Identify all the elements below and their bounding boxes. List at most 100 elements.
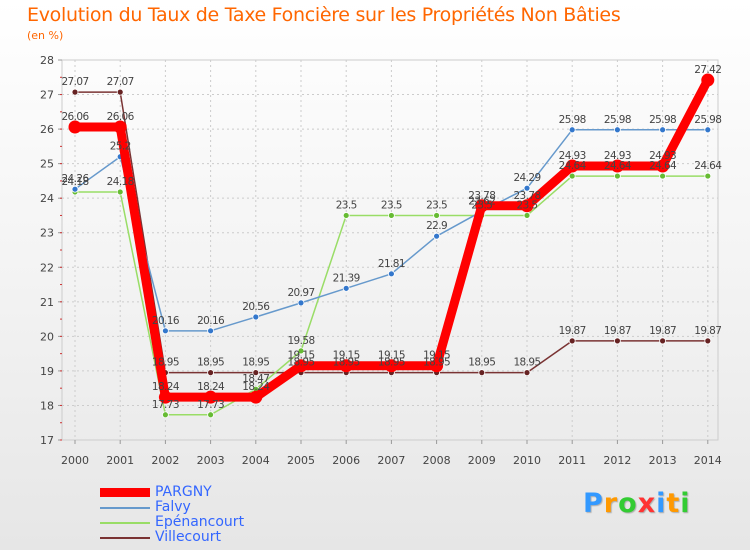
- data-point: [207, 369, 215, 377]
- data-point: [116, 188, 124, 196]
- data-label: 19.87: [559, 325, 586, 337]
- data-point: [158, 390, 172, 404]
- data-label: 23.5: [336, 199, 357, 211]
- logo-letter: x: [637, 488, 657, 519]
- logo-letter: i: [680, 488, 691, 519]
- data-point: [342, 284, 350, 292]
- chart-title: Evolution du Taux de Taxe Foncière sur l…: [27, 4, 621, 26]
- data-point: [384, 359, 398, 373]
- legend-swatch: [100, 522, 150, 524]
- data-point: [297, 347, 305, 355]
- x-tick-label: 2001: [106, 454, 134, 467]
- data-label: 20.16: [197, 315, 225, 327]
- data-label: 25.98: [604, 114, 631, 126]
- data-label: 18.95: [197, 357, 224, 369]
- legend-label: PARGNY: [155, 484, 212, 500]
- data-point: [252, 369, 260, 377]
- data-label: 24.64: [604, 160, 632, 172]
- data-point: [161, 411, 169, 419]
- data-point: [659, 337, 666, 345]
- data-point: [342, 212, 350, 219]
- x-tick-label: 2008: [423, 454, 451, 467]
- data-label: 18.95: [513, 357, 540, 369]
- data-point: [207, 327, 215, 335]
- data-point: [71, 88, 79, 96]
- logo-letter: r: [603, 488, 619, 519]
- data-label: 23.62: [468, 195, 495, 207]
- data-point: [565, 159, 579, 173]
- x-tick-label: 2003: [197, 454, 225, 467]
- data-point: [478, 369, 486, 377]
- data-label: 18.95: [468, 357, 495, 369]
- data-label: 19.87: [649, 325, 676, 337]
- data-label: 23.78: [468, 190, 495, 202]
- data-label: 24.29: [513, 172, 540, 184]
- data-point: [659, 172, 666, 180]
- data-label: 24.18: [107, 176, 134, 188]
- data-label: 26.06: [107, 111, 135, 123]
- logo-letter: i: [656, 488, 667, 519]
- data-point: [656, 159, 670, 173]
- x-tick-label: 2013: [649, 454, 677, 467]
- data-label: 18.95: [287, 357, 314, 369]
- data-label: 25.98: [694, 114, 721, 126]
- data-point: [161, 327, 169, 335]
- legend-swatch: [100, 537, 150, 539]
- data-point: [475, 199, 489, 213]
- data-label: 22.9: [426, 220, 447, 232]
- data-label: 24.26: [61, 173, 89, 185]
- logo-letter: t: [666, 488, 681, 519]
- logo-letter: P: [583, 488, 604, 519]
- data-label: 24.93: [559, 150, 586, 162]
- data-point: [701, 73, 715, 87]
- x-tick-label: 2002: [151, 454, 179, 467]
- data-point: [614, 126, 621, 134]
- data-point: [568, 126, 576, 134]
- data-point: [249, 390, 263, 404]
- data-label: 17.73: [197, 399, 224, 411]
- data-label: 20.16: [152, 315, 180, 327]
- data-label: 23.5: [471, 199, 492, 211]
- data-label: 23.5: [426, 199, 447, 211]
- chart-subtitle: (en %): [27, 29, 64, 42]
- data-label: 18.24: [197, 381, 225, 393]
- line-chart: 17 18 19 20 21 22 23 24 25 26 27 28 2000 2001 2002 2003…: [40, 54, 723, 467]
- data-point: [523, 184, 531, 192]
- data-label: 18.95: [333, 357, 360, 369]
- y-tick-label: 21: [40, 296, 54, 309]
- data-label: 27.07: [61, 76, 88, 88]
- data-label: 18.24: [152, 381, 180, 393]
- y-tick-label: 24: [40, 192, 54, 205]
- axes: 17 18 19 20 21 22 23 24 25 26 27 28 2000 2001 2002 2003…: [40, 54, 722, 467]
- data-point: [704, 172, 712, 180]
- data-point: [433, 232, 441, 240]
- legend-label: Villecourt: [155, 529, 221, 545]
- data-label: 19.87: [604, 325, 631, 337]
- data-label: 18.47: [242, 373, 269, 385]
- data-label: 19.15: [423, 350, 450, 362]
- series-group: [68, 73, 715, 419]
- y-tick-label: 19: [40, 365, 54, 378]
- data-point: [568, 172, 576, 180]
- data-label: 19.87: [694, 325, 721, 337]
- data-label: 23.5: [517, 199, 538, 211]
- data-label: 19.15: [378, 350, 405, 362]
- data-label: 19.58: [287, 335, 314, 347]
- data-point: [294, 359, 308, 373]
- data-label: 18.95: [152, 357, 179, 369]
- data-point: [71, 185, 79, 193]
- y-tick-label: 26: [40, 123, 54, 136]
- data-point: [387, 212, 395, 219]
- data-label: 21.39: [333, 272, 360, 284]
- data-label: 19.15: [333, 350, 360, 362]
- data-point: [523, 369, 531, 377]
- data-point: [387, 270, 395, 278]
- y-tick-label: 25: [40, 158, 54, 171]
- data-labels: 26.06 26.06 18.24 18.24 18.24 19.15 19.15 19.15…: [61, 64, 722, 411]
- logo-letter: o: [618, 488, 638, 519]
- data-point: [113, 120, 127, 134]
- data-point: [433, 212, 441, 219]
- data-label: 18.24: [242, 381, 270, 393]
- data-label: 24.93: [604, 150, 631, 162]
- data-point: [68, 120, 82, 134]
